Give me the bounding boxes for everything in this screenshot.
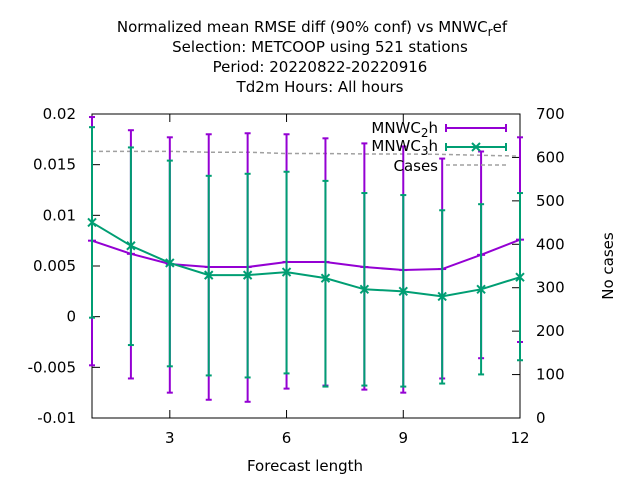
x-axis-label: Forecast length [247,457,363,475]
y2-tick-label: 0 [536,409,546,427]
x-tick-label: 3 [165,429,175,447]
data-point [476,284,486,295]
y2-tick-label: 500 [536,192,565,210]
data-point [165,258,175,268]
data-point [281,267,292,277]
legend-label-mnwc-3h: MNWC3h [371,137,438,158]
y2-axis-label: No cases [599,232,617,300]
data-point [242,270,253,280]
y-tick-label: -0.005 [28,358,76,376]
data-point [87,217,97,228]
title-line-4: Td2m Hours: All hours [236,78,404,96]
plot-frame [91,113,521,419]
y-tick-label: 0.005 [33,257,76,275]
data-point [398,286,408,297]
legend-label-cases: Cases [393,157,438,175]
y-tick-label: 0.01 [43,206,76,224]
legend: MNWC2h MNWC3h Cases [371,119,507,175]
x-tick-label: 6 [282,429,292,447]
y2-tick-label: 700 [536,105,565,123]
title-line-1-suffix: ef [493,18,508,36]
legend-entry-mnwc-3h: MNWC3h [371,137,507,158]
legend-entry-cases: Cases [393,157,506,175]
data-point [126,241,136,251]
cases-line [92,150,521,157]
data-point [515,272,525,282]
y-tick-label: 0.015 [33,156,76,174]
y-tick-label: -0.01 [37,409,76,427]
y2-tick-label: 600 [536,148,565,166]
x-tick-label: 9 [398,429,408,447]
data-point [320,273,331,283]
axes: -0.01 -0.005 0 0.005 0.01 0.015 0.02 0 100 200 300… [28,105,565,447]
y-tick-label: 0.02 [43,105,76,123]
series-line [91,238,521,272]
y2-tick-label: 200 [536,322,565,340]
data-series [87,116,525,403]
title-line-1-main: Normalized mean RMSE diff (90% conf) vs … [117,18,488,36]
y2-tick-label: 400 [536,235,565,253]
title-line-1-sub: r [488,25,493,39]
cases-series [92,150,521,157]
data-point [437,291,447,302]
y2-tick-label: 100 [536,366,565,384]
series-line [91,221,521,298]
y-tick-label: 0 [66,308,76,326]
data-point [204,270,214,280]
title-line-2: Selection: METCOOP using 521 stations [172,38,468,56]
series-mnwc-2h [88,116,524,403]
legend-label-mnwc-2h: MNWC2h [371,119,438,140]
series-mnwc-3h [87,126,525,388]
title-line-3: Period: 20220822-20220916 [213,58,428,76]
chart-title: Normalized mean RMSE diff (90% conf) vs … [117,18,508,96]
x-tick-label: 12 [510,429,529,447]
legend-entry-mnwc-2h: MNWC2h [371,119,507,140]
title-line-1: Normalized mean RMSE diff (90% conf) vs … [117,18,508,39]
y2-tick-label: 300 [536,279,565,297]
data-point [359,284,370,295]
legend-marker-mnwc-3h [471,142,481,152]
